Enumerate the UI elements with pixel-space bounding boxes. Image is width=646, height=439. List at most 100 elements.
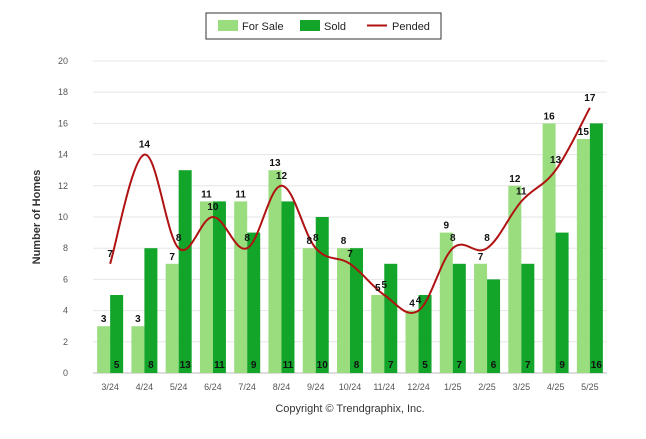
data-label-pended: 7 <box>347 249 353 260</box>
y-tick-label: 4 <box>63 306 68 316</box>
x-tick-label: 4/24 <box>136 382 154 392</box>
data-label-for-sale: 16 <box>544 111 556 122</box>
data-label-for-sale: 13 <box>269 158 281 169</box>
bar-sold <box>589 123 603 374</box>
data-label-for-sale: 11 <box>201 189 212 200</box>
bar-for-sale <box>542 123 556 374</box>
data-label-pended: 8 <box>313 233 319 244</box>
bar-sold <box>521 263 535 373</box>
data-label-sold: 11 <box>214 360 225 371</box>
bar-for-sale <box>268 170 282 373</box>
data-label-pended: 8 <box>450 233 456 244</box>
y-tick-label: 0 <box>63 368 68 378</box>
data-label-pended: 4 <box>416 296 422 307</box>
bar-for-sale <box>508 185 522 373</box>
x-tick-label: 3/24 <box>101 382 119 392</box>
bar-sold <box>384 263 398 373</box>
x-tick-label: 1/25 <box>444 382 462 392</box>
data-label-sold: 10 <box>317 360 329 371</box>
x-tick-label: 9/24 <box>307 382 325 392</box>
data-label-sold: 8 <box>148 360 154 371</box>
legend-swatch-for-sale <box>218 20 238 31</box>
bar-sold <box>350 248 363 373</box>
bar-for-sale <box>97 326 111 373</box>
pended-line <box>109 107 591 314</box>
bar-for-sale <box>576 139 590 373</box>
y-tick-label: 20 <box>58 56 68 66</box>
data-label-for-sale: 12 <box>509 174 521 185</box>
data-label-pended: 12 <box>276 171 288 182</box>
data-label-sold: 11 <box>283 360 294 371</box>
bar-sold <box>144 248 158 373</box>
x-tick-label: 4/25 <box>547 382 565 392</box>
legend-label-sold: Sold <box>324 21 346 33</box>
data-label-pended: 13 <box>550 155 562 166</box>
bar-for-sale <box>439 232 453 373</box>
pended-line-layer <box>109 107 591 314</box>
legend-swatch-sold <box>300 20 320 31</box>
bar-for-sale <box>234 201 248 373</box>
data-label-for-sale: 3 <box>135 314 141 325</box>
legend: For Sale Sold Pended <box>205 12 442 40</box>
y-tick-label: 8 <box>63 243 68 253</box>
y-tick-label: 2 <box>63 337 68 347</box>
bar-sold <box>178 170 192 373</box>
y-axis-label: Number of Homes <box>31 170 43 265</box>
data-label-sold: 5 <box>114 360 120 371</box>
x-tick-label: 7/24 <box>238 382 256 392</box>
x-tick-label: 12/24 <box>407 382 430 392</box>
data-label-sold: 9 <box>251 360 257 371</box>
y-tick-label: 18 <box>58 87 68 97</box>
y-tick-label: 14 <box>58 150 68 160</box>
data-label-for-sale: 9 <box>444 221 450 232</box>
bar-sold <box>281 201 295 373</box>
data-label-sold: 7 <box>525 360 531 371</box>
data-label-pended: 11 <box>516 186 527 197</box>
x-tick-label: 8/24 <box>273 382 291 392</box>
bar-for-sale <box>371 295 385 373</box>
data-label-for-sale: 8 <box>341 236 347 247</box>
bar-sold <box>212 201 226 373</box>
y-tick-labels: 0 2 4 6 8 10 12 14 16 18 20 <box>58 56 68 378</box>
y-tick-label: 12 <box>58 181 68 191</box>
bar-sold <box>247 232 261 373</box>
bar-sold <box>452 263 466 373</box>
bar-sold <box>555 232 569 373</box>
bar-sold <box>110 295 124 373</box>
data-label-pended: 8 <box>484 233 490 244</box>
legend-label-pended: Pended <box>392 21 430 33</box>
data-label-for-sale: 7 <box>169 252 175 263</box>
bar-for-sale <box>337 248 350 373</box>
x-tick-labels: 3/24 4/24 5/24 6/24 7/24 8/24 9/24 10/24 11/24 12… <box>101 382 598 392</box>
data-label-sold: 7 <box>388 360 394 371</box>
y-tick-label: 10 <box>58 212 68 222</box>
data-label-for-sale: 3 <box>101 314 107 325</box>
bar-for-sale <box>165 263 179 373</box>
data-label-pended: 17 <box>584 93 596 104</box>
bar-sold <box>418 295 432 373</box>
bar-for-sale <box>302 248 316 373</box>
legend-label-for-sale: For Sale <box>242 21 284 33</box>
x-tick-label: 2/25 <box>478 382 496 392</box>
data-label-pended: 10 <box>207 202 219 213</box>
data-label-pended: 7 <box>107 249 113 260</box>
data-label-sold: 16 <box>591 360 603 371</box>
x-tick-label: 5/24 <box>170 382 188 392</box>
bar-for-sale <box>405 310 419 373</box>
data-label-for-sale: 7 <box>478 252 484 263</box>
bar-for-sale <box>474 263 488 373</box>
legend-box <box>205 12 442 40</box>
y-tick-label: 6 <box>63 274 68 284</box>
data-label-sold: 5 <box>422 360 428 371</box>
copyright: Copyright © Trendgraphix, Inc. <box>275 403 424 415</box>
data-label-sold: 9 <box>559 360 565 371</box>
data-label-pended: 8 <box>244 233 250 244</box>
data-label-for-sale: 15 <box>578 127 590 138</box>
x-tick-label: 11/24 <box>373 382 395 392</box>
data-label-for-sale: 4 <box>409 299 415 310</box>
x-tick-label: 6/24 <box>204 382 222 392</box>
data-label-sold: 13 <box>180 360 192 371</box>
data-label-for-sale: 11 <box>235 189 246 200</box>
